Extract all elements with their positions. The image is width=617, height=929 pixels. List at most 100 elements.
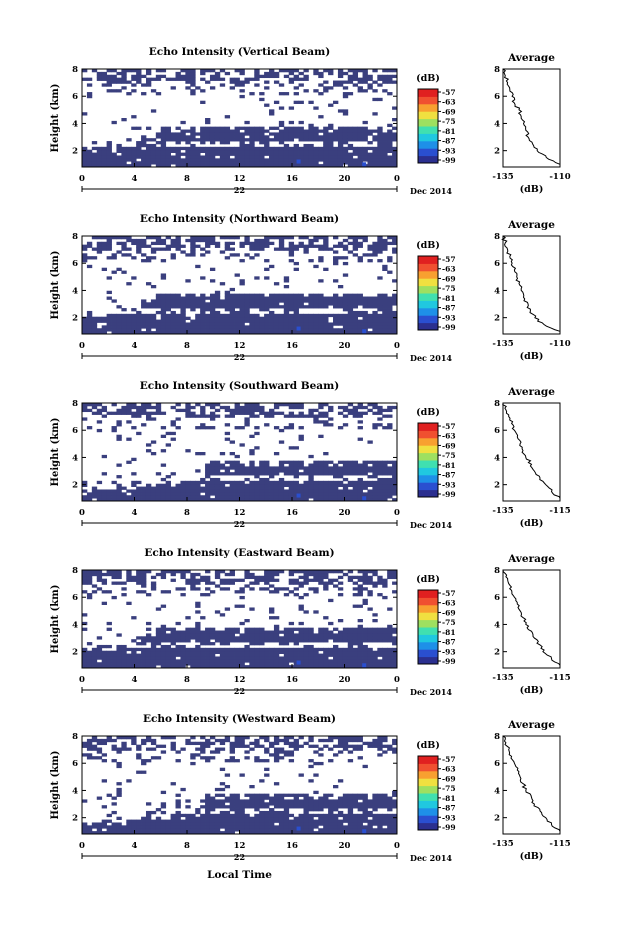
echo-cell	[136, 164, 142, 168]
echo-cell	[362, 89, 368, 93]
echo-cell	[382, 69, 388, 73]
echo-cell	[278, 161, 285, 165]
echo-cell	[377, 141, 383, 145]
echo-cell	[136, 492, 142, 496]
echo-cell	[214, 787, 221, 792]
echo-cell	[367, 822, 373, 826]
echo-cell	[298, 316, 304, 320]
echo-cell	[318, 164, 324, 168]
echo-cell	[323, 805, 329, 809]
echo-cell	[288, 572, 295, 577]
echo-cell	[352, 636, 359, 640]
echo-cell	[308, 161, 314, 165]
echo-cell	[155, 744, 162, 748]
heatmap-cells	[82, 236, 398, 335]
echo-cell	[229, 822, 235, 826]
echo-cell	[155, 492, 162, 496]
echo-cell	[244, 656, 250, 660]
echo-cell	[136, 495, 142, 499]
echo-cell	[308, 414, 314, 418]
echo-cell	[323, 143, 329, 148]
echo-cell	[116, 747, 122, 751]
echo-cell	[195, 656, 201, 660]
echo-cell	[106, 69, 112, 73]
echo-cell	[269, 665, 275, 669]
echo-cell	[244, 793, 250, 797]
echo-cell	[101, 454, 108, 459]
echo-cell	[372, 463, 378, 467]
echo-cell	[337, 256, 344, 260]
echo-cell	[170, 437, 176, 441]
echo-cell	[347, 825, 354, 829]
echo-cell	[131, 659, 137, 663]
echo-cell	[259, 793, 265, 797]
echo-cell	[288, 793, 295, 797]
echo-cell	[224, 822, 231, 826]
day-label: 22	[234, 686, 245, 696]
echo-cell	[387, 627, 393, 631]
colorbar-segment	[418, 474, 438, 483]
echo-cell	[283, 492, 290, 496]
echo-cell	[219, 825, 226, 829]
echo-cell	[269, 584, 275, 588]
echo-cell	[273, 331, 280, 335]
echo-cell	[155, 831, 162, 835]
echo-cell	[131, 152, 137, 156]
echo-cell	[214, 633, 221, 637]
echo-cell	[328, 747, 334, 751]
echo-cell	[219, 319, 226, 323]
echo-cell	[106, 828, 112, 832]
echo-cell	[101, 164, 108, 168]
echo-cell	[155, 158, 162, 162]
echo-cell	[328, 483, 334, 487]
echo-cell	[239, 483, 245, 487]
echo-cell	[234, 480, 240, 485]
echo-cell	[372, 310, 378, 315]
echo-cell	[190, 653, 196, 657]
echo-cell	[229, 498, 235, 502]
echo-cell	[170, 328, 176, 332]
echo-cell	[387, 414, 393, 418]
echo-cell	[362, 793, 368, 797]
echo-cell	[219, 322, 226, 326]
average-title: Average	[507, 553, 555, 565]
echo-cell	[209, 636, 216, 640]
echo-cell	[303, 825, 309, 829]
echo-cell	[180, 313, 186, 318]
echo-cell	[131, 426, 137, 430]
x-tick-label: 4	[132, 508, 138, 518]
echo-cell	[387, 495, 393, 499]
echo-cell	[209, 662, 216, 666]
y-tick-label: 8	[72, 65, 78, 75]
echo-cell	[214, 630, 221, 634]
echo-cell	[205, 138, 211, 142]
echo-cell	[86, 665, 93, 669]
echo-cell	[209, 581, 216, 585]
echo-cell	[239, 89, 245, 93]
echo-cell	[298, 656, 304, 660]
echo-cell	[214, 325, 221, 329]
echo-cell	[170, 138, 176, 142]
echo-cell	[377, 247, 383, 251]
echo-cell	[150, 316, 157, 320]
echo-cell	[347, 831, 354, 835]
echo-cell	[273, 126, 280, 130]
echo-cell	[131, 639, 137, 643]
echo-cell	[249, 650, 255, 654]
echo-cell	[278, 570, 285, 574]
echo-cell	[387, 310, 393, 315]
echo-cell	[372, 486, 378, 490]
echo-cell	[195, 753, 201, 757]
echo-cell	[234, 313, 240, 318]
echo-cell	[328, 155, 334, 159]
echo-cell	[328, 486, 334, 490]
echo-cell	[298, 403, 304, 407]
echo-cell	[209, 308, 216, 312]
echo-cell	[357, 313, 363, 318]
echo-cell	[96, 403, 103, 407]
echo-cell	[145, 155, 152, 159]
echo-cell	[273, 656, 280, 660]
echo-cell	[86, 264, 93, 269]
echo-cell	[190, 414, 196, 418]
echo-cell	[185, 578, 191, 582]
